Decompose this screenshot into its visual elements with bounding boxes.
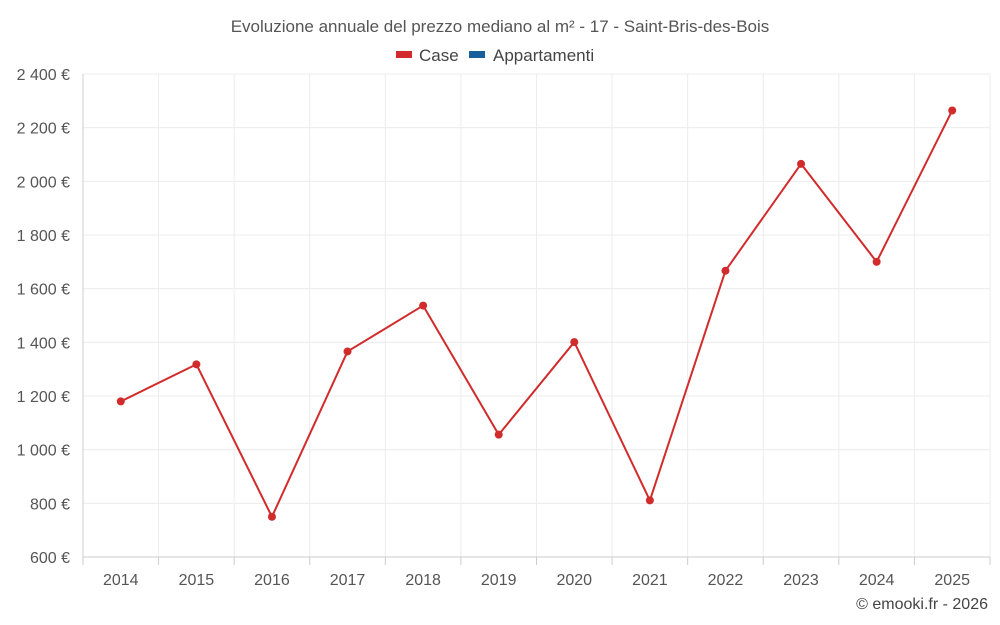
series-case: [116, 106, 957, 521]
x-axis-ticks: 2014 2015 2016 2017 2018 2019 2020 2021 2022 2023…: [82, 557, 991, 589]
data-point-case[interactable]: [872, 257, 881, 266]
x-tick-label: 2024: [859, 572, 895, 589]
x-tick-label: 2023: [783, 572, 819, 589]
y-tick-label: 1 800 €: [17, 228, 70, 245]
x-tick-label: 2017: [330, 572, 366, 589]
y-tick-label: 600 €: [30, 550, 70, 567]
credit-text: © emooki.fr - 2026: [856, 596, 988, 613]
legend: Case Appartamenti: [396, 46, 594, 65]
y-tick-label: 2 000 €: [17, 174, 70, 191]
legend-label-case[interactable]: Case: [419, 46, 459, 65]
x-tick-label: 2022: [708, 572, 744, 589]
series-line-case: [120, 110, 954, 518]
data-point-case[interactable]: [116, 397, 125, 406]
x-tick-label: 2025: [934, 572, 970, 589]
x-tick-label: 2019: [481, 572, 517, 589]
legend-swatch-appartamenti[interactable]: [469, 51, 485, 58]
data-point-case[interactable]: [343, 347, 352, 356]
data-point-case[interactable]: [192, 360, 201, 369]
legend-label-appartamenti[interactable]: Appartamenti: [493, 46, 594, 65]
y-tick-label: 1 400 €: [17, 335, 70, 352]
x-tick-label: 2018: [405, 572, 441, 589]
y-tick-label: 1 200 €: [17, 389, 70, 406]
y-tick-label: 2 200 €: [17, 121, 70, 138]
data-point-case[interactable]: [797, 159, 806, 168]
data-point-case[interactable]: [645, 496, 654, 505]
chart-title: Evoluzione annuale del prezzo mediano al…: [231, 17, 770, 36]
data-point-case[interactable]: [721, 266, 730, 275]
x-tick-label: 2020: [556, 572, 592, 589]
x-tick-label: 2014: [103, 572, 139, 589]
legend-swatch-case[interactable]: [396, 51, 412, 58]
x-tick-label: 2015: [179, 572, 215, 589]
data-point-case[interactable]: [419, 301, 428, 310]
data-point-case[interactable]: [494, 430, 503, 439]
x-tick-label: 2021: [632, 572, 668, 589]
y-tick-label: 2 400 €: [17, 67, 70, 84]
x-tick-label: 2016: [254, 572, 290, 589]
y-tick-label: 800 €: [30, 496, 70, 513]
y-axis-ticks: 600 € 800 € 1 000 € 1 200 € 1 400 € 1 600 € 1 …: [17, 67, 70, 567]
data-point-case[interactable]: [570, 338, 579, 347]
y-tick-label: 1 000 €: [17, 443, 70, 460]
grid: [83, 73, 991, 557]
data-point-case[interactable]: [267, 512, 276, 521]
y-tick-label: 1 600 €: [17, 282, 70, 299]
data-point-case[interactable]: [948, 106, 957, 115]
